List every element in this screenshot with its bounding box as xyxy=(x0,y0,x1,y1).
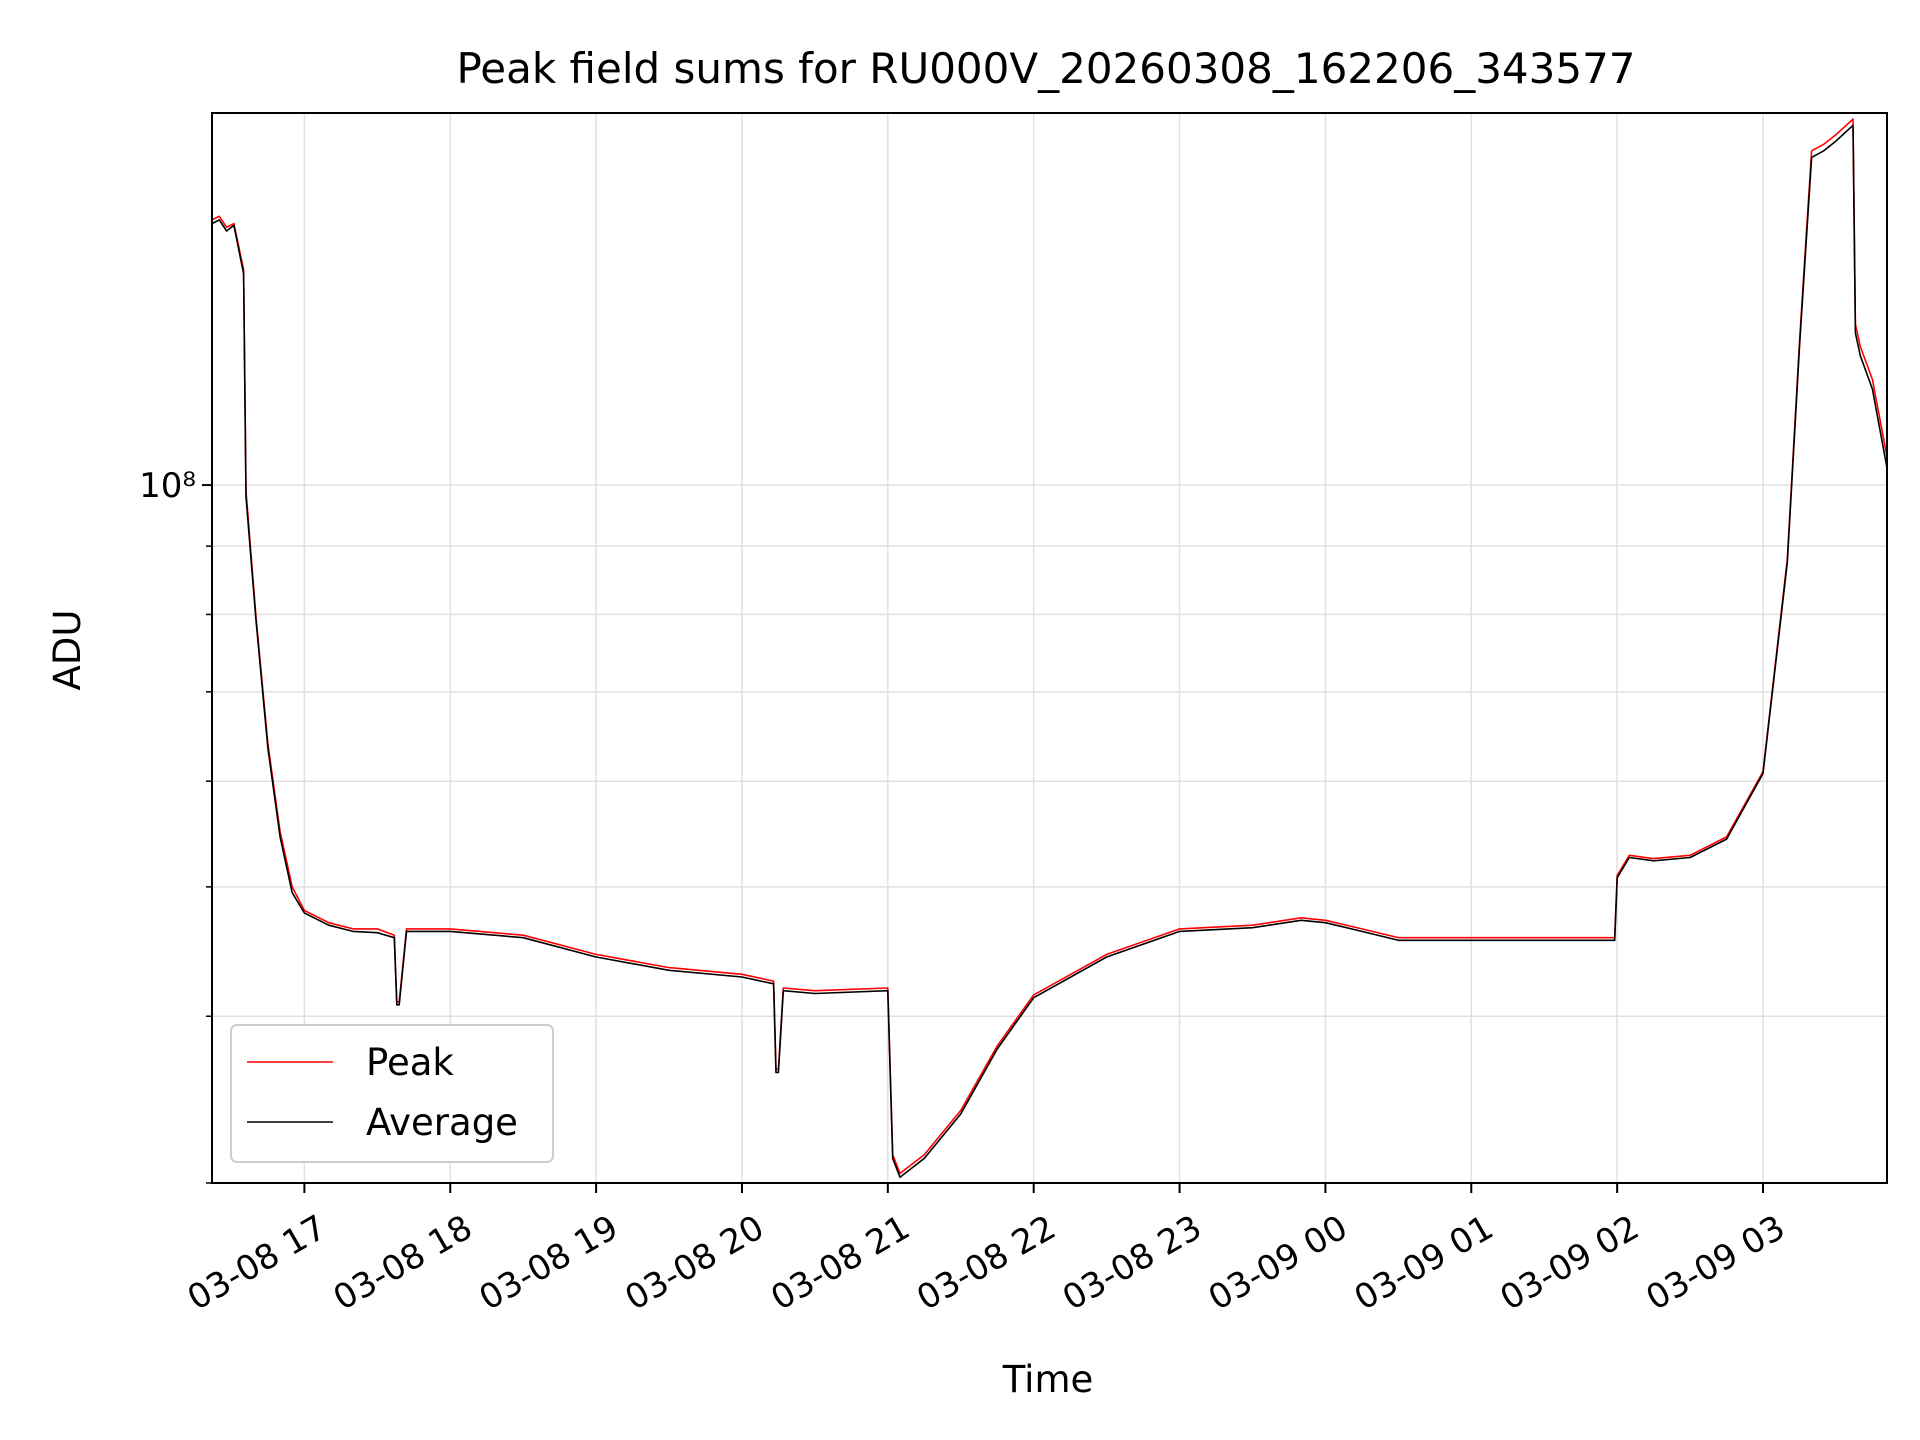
legend: Peak Average xyxy=(230,1024,554,1163)
y-tick-label: 10⁸ xyxy=(139,466,196,506)
y-axis: 10⁸ xyxy=(139,466,212,1184)
x-axis-label: Time xyxy=(1002,1358,1094,1401)
legend-label-average: Average xyxy=(366,1101,518,1144)
series-layer xyxy=(211,118,1888,1178)
x-tick-label: 03-09 02 xyxy=(1494,1208,1646,1319)
x-tick-label: 03-08 22 xyxy=(910,1208,1062,1319)
x-tick-label: 03-09 00 xyxy=(1202,1208,1354,1319)
x-tick-label: 03-08 21 xyxy=(764,1208,916,1319)
x-tick-label: 03-08 18 xyxy=(327,1208,479,1319)
series-line-average xyxy=(211,124,1888,1178)
x-tick-label: 03-09 01 xyxy=(1348,1208,1500,1319)
x-tick-label: 03-08 17 xyxy=(181,1208,333,1319)
legend-label-peak: Peak xyxy=(366,1041,454,1084)
series-line-peak xyxy=(211,118,1888,1175)
x-tick-label: 03-08 19 xyxy=(473,1208,625,1319)
x-tick-label: 03-08 20 xyxy=(618,1208,770,1319)
legend-box xyxy=(230,1024,554,1163)
chart-title: Peak field sums for RU000V_20260308_1622… xyxy=(456,44,1635,93)
grid xyxy=(212,113,1887,1184)
y-axis-label: ADU xyxy=(46,610,89,691)
x-tick-label: 03-09 03 xyxy=(1640,1208,1792,1319)
x-tick-label: 03-08 23 xyxy=(1056,1208,1208,1319)
plot-frame xyxy=(211,112,1888,1184)
